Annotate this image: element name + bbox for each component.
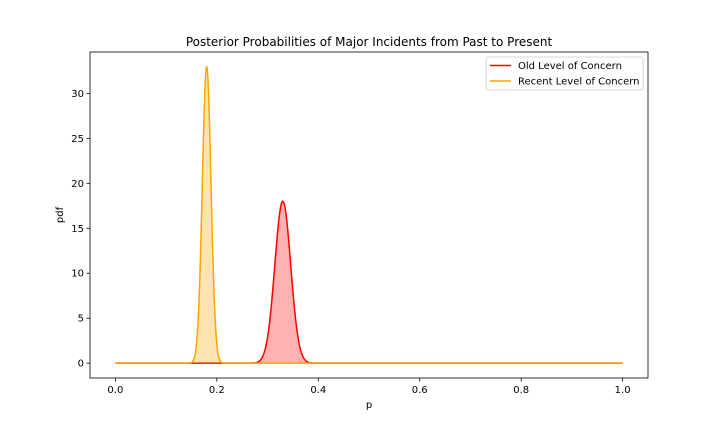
y-axis-label: pdf [55, 206, 66, 223]
y-axis: 0 5 10 15 20 25 30 [71, 89, 90, 370]
chart-title: Posterior Probabilities of Major Inciden… [186, 35, 553, 49]
x-tick-label: 0.8 [513, 385, 529, 396]
y-tick-label: 5 [78, 314, 84, 325]
x-tick-label: 1.0 [615, 385, 631, 396]
series-area-old [115, 201, 623, 364]
x-tick-label: 0.6 [412, 385, 428, 396]
x-tick-label: 0.4 [310, 385, 326, 396]
legend-label-old: Old Level of Concern [518, 61, 622, 72]
series-line-old [115, 200, 623, 364]
y-tick-label: 0 [78, 359, 84, 370]
x-axis: 0.0 0.2 0.4 0.6 0.8 1.0 [107, 378, 631, 396]
y-tick-label: 25 [71, 134, 84, 145]
x-axis-label: p [366, 400, 372, 411]
y-tick-label: 15 [71, 224, 84, 235]
plot-area [115, 66, 623, 364]
y-tick-label: 10 [71, 269, 84, 280]
series-area-recent [115, 66, 623, 364]
y-tick-label: 30 [71, 89, 84, 100]
legend: Old Level of Concern Recent Level of Con… [485, 56, 644, 91]
x-tick-label: 0.0 [107, 385, 123, 396]
legend-box [485, 56, 644, 91]
y-tick-label: 20 [71, 179, 84, 190]
plot-frame [89, 51, 649, 379]
legend-label-recent: Recent Level of Concern [518, 77, 640, 88]
x-tick-label: 0.2 [209, 385, 225, 396]
series-line-recent [115, 66, 623, 364]
